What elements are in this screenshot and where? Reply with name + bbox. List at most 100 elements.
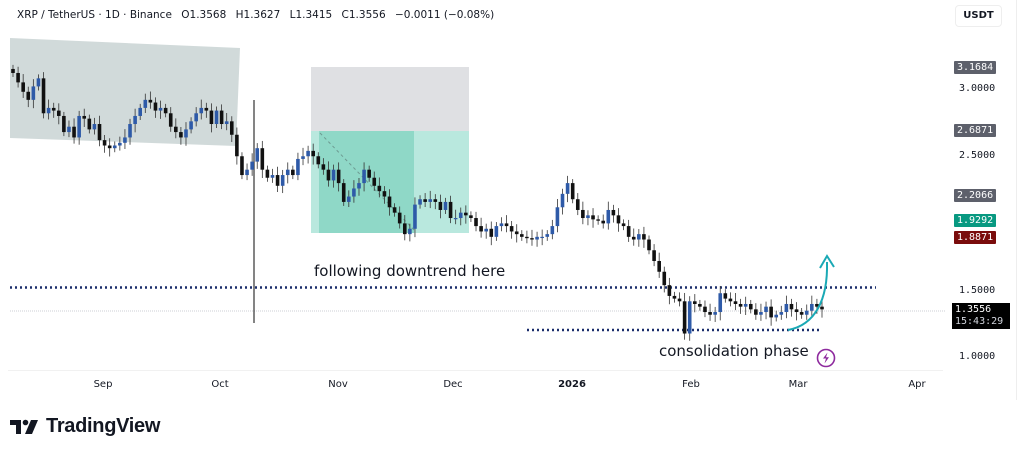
- candle: [275, 175, 280, 186]
- candle: [352, 188, 356, 197]
- candle: [235, 134, 239, 157]
- candle: [112, 145, 117, 149]
- candle: [428, 199, 433, 202]
- price-label-1-5: 1.5000: [959, 285, 996, 296]
- candle: [36, 78, 41, 87]
- candle: [51, 107, 56, 111]
- candle: [494, 226, 499, 237]
- candle: [723, 293, 728, 299]
- stop-zone[interactable]: [311, 67, 469, 131]
- candle: [189, 121, 193, 130]
- candle: [469, 215, 473, 219]
- candle: [545, 234, 550, 237]
- candle: [255, 148, 260, 162]
- candle: [133, 115, 137, 125]
- candle: [16, 72, 20, 83]
- candle: [31, 86, 36, 100]
- candle: [97, 124, 102, 141]
- candle: [321, 164, 326, 170]
- candle: [820, 306, 824, 310]
- candle: [586, 215, 590, 219]
- candle: [733, 301, 738, 304]
- candle: [453, 218, 458, 220]
- candle: [540, 236, 544, 239]
- candle: [204, 107, 209, 111]
- ohlc-change: −0.0011 (−0.08%): [394, 9, 495, 21]
- symbol-title[interactable]: XRP / TetherUS · 1D · Binance: [17, 9, 172, 21]
- currency-button[interactable]: USDT: [955, 5, 1002, 27]
- candle: [372, 177, 377, 186]
- candles-group: [11, 64, 824, 341]
- candle: [672, 295, 677, 299]
- candle: [311, 150, 315, 157]
- candle: [362, 169, 366, 184]
- price-tag-2-2066: 2.2066: [954, 189, 997, 202]
- candle: [387, 196, 392, 208]
- candle: [158, 107, 163, 111]
- candle: [759, 312, 763, 315]
- candle: [174, 126, 178, 133]
- candle: [713, 312, 717, 315]
- candle: [530, 238, 534, 240]
- candle: [148, 99, 153, 103]
- candle: [591, 215, 595, 220]
- candle: [815, 303, 819, 307]
- candle: [703, 306, 707, 313]
- candle: [499, 223, 504, 227]
- range-box[interactable]: [10, 38, 240, 146]
- candle: [265, 169, 270, 178]
- candle: [484, 228, 488, 232]
- candle: [72, 126, 76, 138]
- tradingview-logo[interactable]: TradingView: [10, 415, 160, 438]
- candle: [357, 183, 361, 189]
- candle: [682, 301, 687, 334]
- candle: [520, 234, 524, 237]
- price-label-1: 1.0000: [959, 351, 996, 362]
- candle: [260, 148, 265, 170]
- candle: [565, 183, 570, 194]
- candle: [474, 218, 478, 227]
- candle: [209, 110, 214, 125]
- candle: [199, 107, 204, 114]
- candle: [657, 261, 661, 272]
- time-label-oct: Oct: [211, 379, 229, 390]
- candle: [575, 199, 580, 210]
- candle: [270, 175, 275, 178]
- candle: [367, 169, 371, 178]
- candle: [535, 236, 539, 240]
- symbol-header: XRP / TetherUS · 1D · Binance O1.3568 H1…: [17, 9, 500, 21]
- candle: [184, 129, 188, 138]
- candle: [153, 102, 158, 111]
- price-tag-3-1684: 3.1684: [954, 61, 997, 74]
- price-label-3: 3.0000: [959, 83, 996, 94]
- candle: [418, 199, 422, 205]
- candle: [489, 228, 494, 237]
- candle: [799, 312, 804, 315]
- price-tag-2-6871: 2.6871: [954, 124, 997, 137]
- candle: [301, 156, 305, 159]
- candle: [138, 107, 143, 116]
- candle: [662, 271, 667, 286]
- candle: [708, 312, 712, 315]
- candle: [87, 118, 92, 130]
- candle: [250, 161, 254, 170]
- breakout-arrow[interactable]: [787, 261, 829, 331]
- candle: [214, 110, 219, 125]
- time-label-dec: Dec: [443, 379, 463, 390]
- time-axis[interactable]: [8, 370, 943, 399]
- candle: [550, 226, 555, 235]
- consolidation-annotation[interactable]: consolidation phase: [659, 342, 809, 360]
- downtrend-annotation[interactable]: following downtrend here: [314, 262, 506, 280]
- candlestick-chart[interactable]: [0, 0, 1024, 400]
- arrow-head-icon: [819, 254, 835, 269]
- candle: [413, 204, 417, 229]
- candle: [194, 113, 198, 122]
- candle: [743, 303, 748, 307]
- flash-icon[interactable]: [816, 348, 836, 368]
- candle: [163, 107, 168, 114]
- candle: [718, 293, 723, 313]
- candle: [570, 183, 575, 200]
- candle: [779, 312, 784, 315]
- candle: [291, 169, 295, 176]
- time-label-nov: Nov: [328, 379, 348, 390]
